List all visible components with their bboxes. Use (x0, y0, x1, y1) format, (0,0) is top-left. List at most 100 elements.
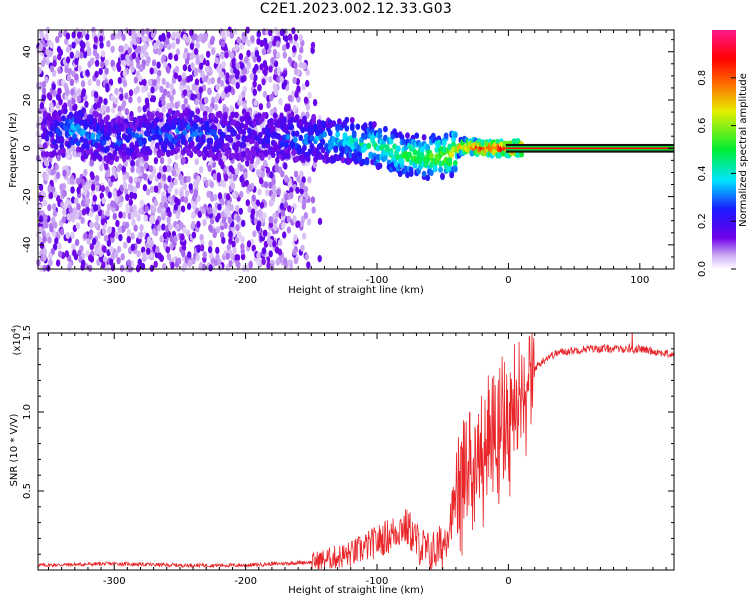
ridge-cell (392, 143, 397, 150)
noise-cell (116, 257, 121, 265)
ridge-cell (447, 143, 453, 150)
noise-cell (261, 247, 267, 255)
noise-cell (222, 155, 227, 163)
spectrogram-x-axis-title: Height of straight line (km) (288, 285, 424, 296)
ridge-cell (235, 140, 241, 148)
noise-cell (173, 203, 179, 211)
noise-cell (106, 239, 112, 247)
noise-cell (105, 209, 110, 217)
ridge-cell (395, 145, 401, 152)
noise-cell (65, 32, 71, 40)
noise-cell (268, 29, 273, 37)
ridge-cell (316, 123, 322, 130)
noise-cell (122, 80, 128, 88)
noise-cell (253, 99, 258, 107)
scale-suffix: ) (12, 324, 23, 328)
ridge-cell (83, 123, 88, 130)
noise-cell (274, 246, 280, 254)
noise-cell (77, 249, 82, 257)
noise-cell (301, 232, 307, 240)
noise-cell (135, 85, 140, 93)
ridge-cell (177, 133, 182, 141)
noise-cell (166, 253, 171, 261)
ridge-cell (289, 117, 294, 124)
noise-cell (215, 215, 220, 223)
noise-cell (292, 76, 297, 84)
noise-cell (98, 35, 104, 43)
noise-cell (74, 212, 80, 220)
noise-cell (148, 174, 154, 182)
noise-cell (143, 214, 148, 222)
noise-cell (192, 202, 197, 210)
noise-cell (266, 237, 272, 245)
noise-cell (220, 52, 225, 60)
noise-cell (198, 86, 203, 94)
noise-cell (41, 230, 46, 238)
noise-cell (99, 164, 104, 172)
noise-cell (183, 176, 188, 184)
ridge-cell (167, 108, 173, 115)
ridge-cell (302, 115, 307, 123)
noise-cell (306, 218, 312, 226)
ridge-cell (302, 144, 307, 151)
noise-cell (261, 78, 266, 86)
noise-cell (56, 154, 61, 162)
noise-cell (287, 56, 292, 64)
noise-cell (263, 181, 269, 189)
noise-cell (219, 71, 225, 79)
ridge-cell (276, 133, 282, 140)
ridge-cell (452, 131, 458, 139)
ridge-cell (169, 149, 175, 156)
noise-cell (171, 169, 176, 177)
noise-cell (256, 30, 262, 38)
noise-cell (307, 176, 312, 184)
ridge-cell (241, 141, 247, 149)
noise-cell (118, 234, 123, 242)
noise-cell (216, 175, 222, 183)
noise-cell (256, 55, 262, 63)
noise-cell (96, 240, 101, 248)
ridge-cell (178, 113, 184, 120)
noise-cell (136, 45, 142, 53)
noise-cell (252, 230, 257, 238)
noise-cell (202, 251, 207, 259)
noise-cell (149, 67, 154, 75)
noise-cell (176, 167, 181, 175)
noise-cell (251, 194, 256, 202)
ridge-cell (366, 142, 372, 150)
noise-cell (192, 194, 197, 202)
noise-cell (122, 70, 128, 78)
noise-cell (54, 163, 59, 171)
noise-cell (279, 202, 285, 211)
noise-cell (130, 232, 135, 240)
noise-cell (141, 85, 146, 93)
ridge-cell (211, 129, 217, 136)
noise-cell (38, 183, 44, 191)
ridge-cell (309, 134, 315, 142)
noise-cell (208, 68, 213, 76)
noise-cell (265, 166, 271, 175)
noise-cell (183, 97, 188, 106)
noise-cell (262, 90, 268, 98)
noise-cell (228, 237, 233, 245)
ridge-cell (105, 145, 110, 152)
noise-cell (44, 33, 49, 41)
noise-cell (272, 106, 278, 115)
noise-cell (179, 178, 184, 186)
noise-cell (106, 203, 112, 211)
ridge-cell (440, 172, 445, 180)
noise-cell (208, 207, 213, 215)
colorbar-tick-label: 0.2 (697, 213, 708, 229)
colorbar-tick-label: 0.0 (697, 261, 708, 277)
noise-cell (65, 88, 70, 96)
noise-cell (263, 37, 268, 45)
ridge-cell (300, 126, 305, 134)
noise-cell (151, 59, 157, 67)
noise-cell (272, 39, 277, 47)
ridge-cell (377, 162, 383, 169)
noise-cell (80, 216, 85, 224)
noise-cell (47, 236, 52, 244)
ridge-cell (211, 124, 217, 131)
noise-cell (129, 185, 134, 193)
noise-cell (283, 201, 289, 209)
